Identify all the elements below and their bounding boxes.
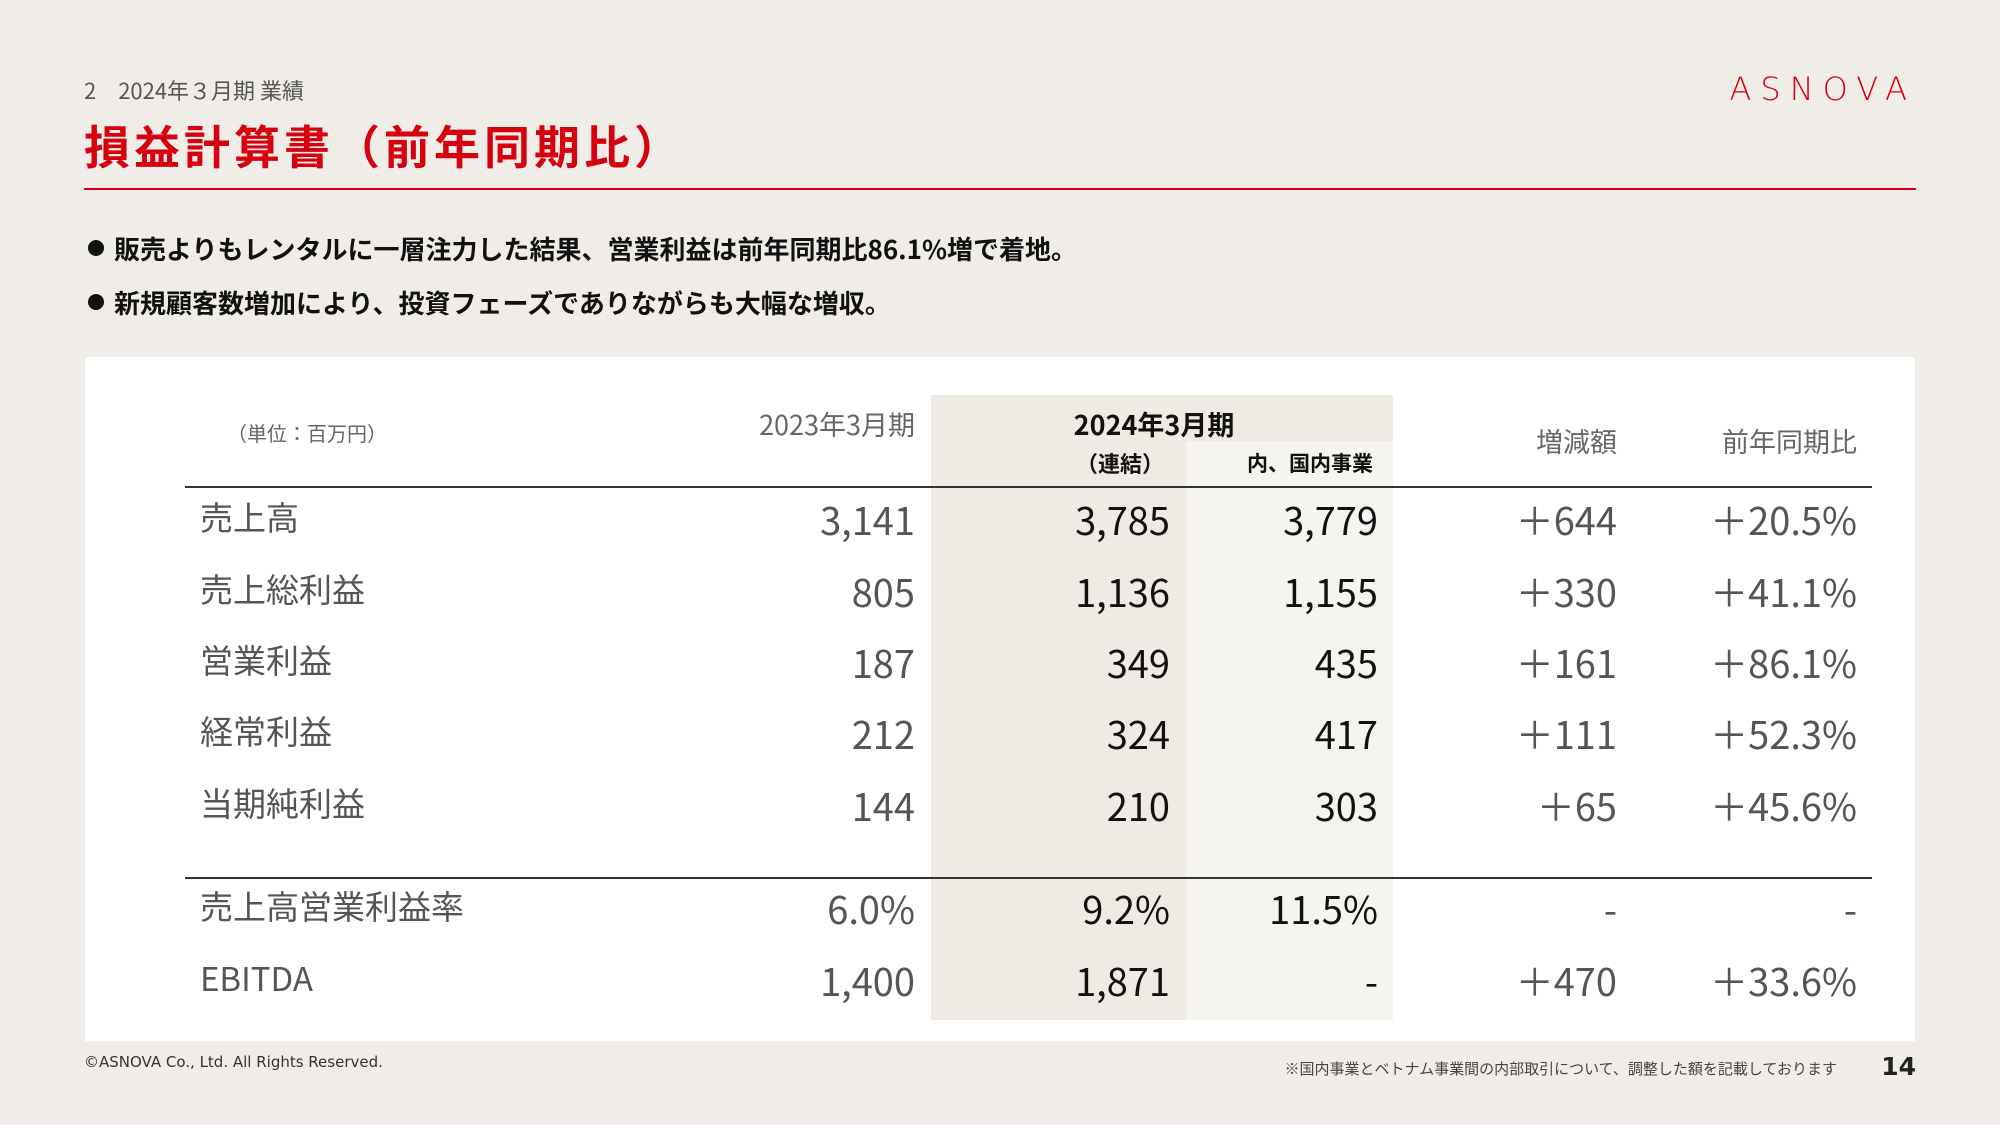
cell-value: ＋65: [1536, 777, 1617, 832]
row-label: 経常利益: [200, 706, 332, 754]
col-header: 2024年3月期: [1073, 404, 1235, 443]
cell-value: -: [1364, 952, 1378, 1007]
current-header-shade: [1186, 395, 1393, 441]
cell-value: 3,141: [820, 491, 915, 546]
cell-value: -: [1603, 880, 1617, 935]
page-number: 14: [1881, 1052, 1916, 1081]
col-header: 前年同期比: [1722, 421, 1857, 460]
cell-value: 144: [851, 777, 915, 832]
bullet: 新規顧客数増加により、投資フェーズでありながらも大幅な増収。: [88, 284, 891, 321]
cell-value: ＋20.5%: [1710, 491, 1857, 546]
unit-label: （単位：百万円）: [227, 418, 387, 447]
domestic-shade: [1186, 395, 1393, 1020]
footnote: ※国内事業とベトナム事業間の内部取引について、調整した額を記載しております: [1284, 1058, 1837, 1079]
row-label: 売上高: [200, 492, 299, 540]
cell-value: ＋45.6%: [1710, 777, 1857, 832]
cell-value: ＋52.3%: [1710, 705, 1857, 760]
col-header: 内、国内事業: [1247, 448, 1373, 478]
cell-value: 303: [1314, 777, 1378, 832]
section-label: 2 2024年３月期 業績: [84, 74, 304, 106]
slide-title: 損益計算書（前年同期比）: [84, 112, 684, 178]
cell-value: 187: [851, 634, 915, 689]
cell-value: 1,871: [1075, 952, 1170, 1007]
cell-value: 1,155: [1283, 563, 1378, 618]
cell-value: ＋644: [1515, 491, 1617, 546]
cell-value: ＋161: [1515, 634, 1617, 689]
cell-value: 3,785: [1075, 491, 1170, 546]
cell-value: ＋470: [1515, 952, 1617, 1007]
row-label: 営業利益: [200, 635, 332, 683]
logo: ASNOVA: [1729, 70, 1916, 108]
cell-value: 349: [1106, 634, 1170, 689]
row-label: EBITDA: [200, 953, 313, 1001]
row-label: 売上総利益: [200, 564, 365, 612]
cell-value: ＋86.1%: [1710, 634, 1857, 689]
consolidated-shade: [931, 395, 1186, 1020]
cell-value: 3,779: [1283, 491, 1378, 546]
cell-value: ＋111: [1515, 705, 1617, 760]
cell-value: 417: [1314, 705, 1378, 760]
cell-value: 435: [1314, 634, 1378, 689]
col-header: 2023年3月期: [759, 404, 915, 443]
header-rule: [185, 486, 1872, 488]
cell-value: 9.2%: [1082, 880, 1170, 935]
cell-value: 1,400: [820, 952, 915, 1007]
cell-value: ＋33.6%: [1710, 952, 1857, 1007]
bullet: 販売よりもレンタルに一層注力した結果、営業利益は前年同期比86.1%増で着地。: [88, 230, 1077, 267]
col-header: 増減額: [1536, 421, 1617, 460]
ratio-rule: [185, 877, 1872, 879]
col-header: （連結）: [1075, 447, 1164, 479]
row-label: 売上高営業利益率: [200, 881, 464, 929]
cell-value: 324: [1106, 705, 1170, 760]
cell-value: 210: [1106, 777, 1170, 832]
cell-value: ＋41.1%: [1710, 563, 1857, 618]
cell-value: -: [1843, 880, 1857, 935]
cell-value: 805: [851, 563, 915, 618]
copyright: ©ASNOVA Co., Ltd. All Rights Reserved.: [84, 1053, 383, 1071]
cell-value: 6.0%: [827, 880, 915, 935]
row-label: 当期純利益: [200, 778, 365, 826]
cell-value: 11.5%: [1269, 880, 1378, 935]
cell-value: ＋330: [1515, 563, 1617, 618]
cell-value: 1,136: [1075, 563, 1170, 618]
cell-value: 212: [851, 705, 915, 760]
title-rule: [84, 188, 1916, 190]
